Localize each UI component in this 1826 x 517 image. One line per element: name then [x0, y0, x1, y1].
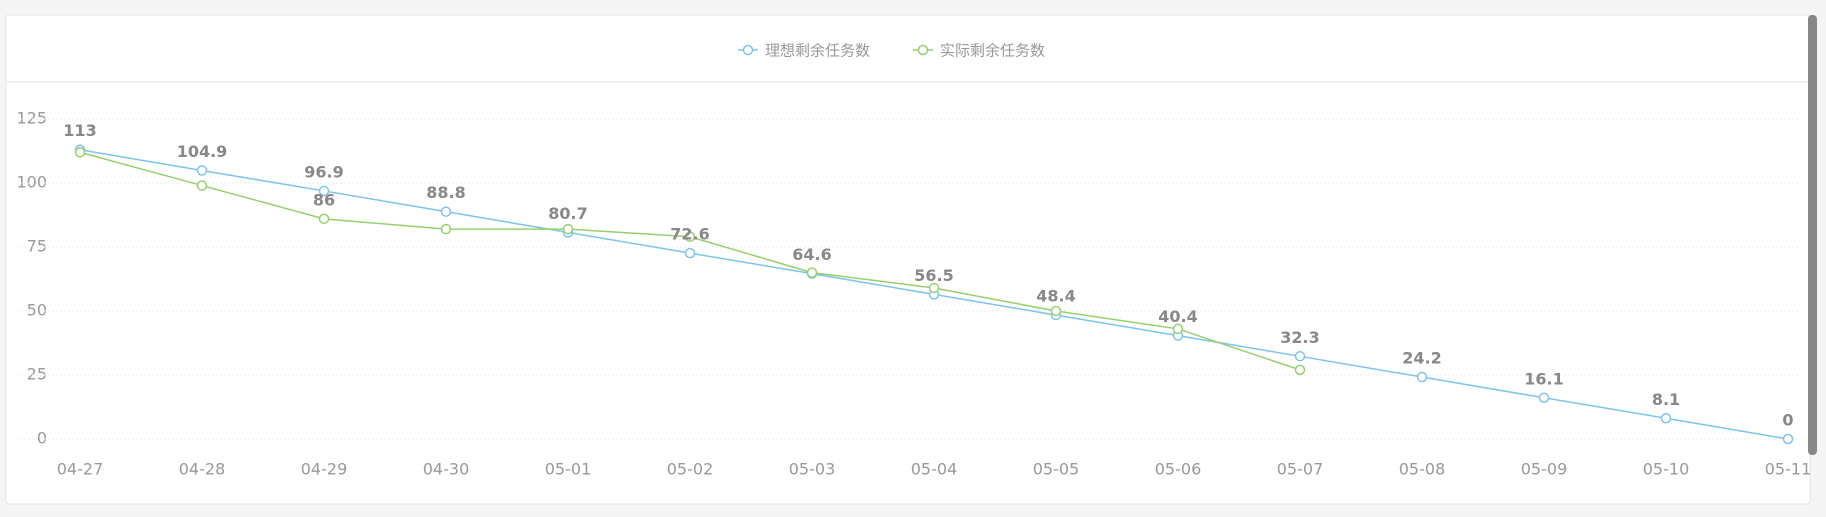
- data-point: [1782, 433, 1794, 445]
- y-tick-label: 100: [16, 173, 47, 192]
- data-label: 48.4: [1036, 287, 1075, 306]
- y-tick-label: 50: [27, 301, 47, 320]
- data-point: [684, 247, 696, 259]
- data-point: [684, 231, 696, 243]
- data-label: 72.6: [670, 225, 709, 244]
- data-label: 88.8: [426, 183, 465, 202]
- x-tick-label: 05-11: [1765, 460, 1812, 479]
- x-tick-label: 05-07: [1277, 460, 1324, 479]
- x-tick-label: 05-05: [1033, 460, 1080, 479]
- data-label: 0: [1782, 411, 1793, 430]
- x-tick-label: 05-02: [667, 460, 714, 479]
- x-tick-label: 05-04: [911, 460, 958, 479]
- data-point: [562, 223, 574, 235]
- data-point: [1294, 364, 1306, 376]
- x-tick-label: 04-27: [57, 460, 104, 479]
- data-point: [928, 282, 940, 294]
- x-tick-label: 04-30: [423, 460, 470, 479]
- data-label: 113: [63, 121, 96, 140]
- x-tick-label: 05-03: [789, 460, 836, 479]
- y-tick-label: 125: [16, 109, 47, 128]
- data-point: [196, 165, 208, 176]
- x-tick-label: 05-08: [1399, 460, 1446, 479]
- data-point: [1416, 371, 1428, 383]
- data-label: 104.9: [177, 142, 228, 161]
- data-label: 16.1: [1524, 369, 1563, 388]
- data-point: [1538, 392, 1550, 404]
- data-point: [806, 267, 818, 278]
- y-tick-label: 0: [37, 429, 47, 448]
- data-point: [440, 206, 452, 217]
- data-label: 96.9: [304, 162, 343, 181]
- x-tick-label: 05-01: [545, 460, 592, 479]
- data-point: [318, 185, 330, 197]
- scrollbar[interactable]: [1808, 15, 1817, 455]
- card: [5, 14, 1811, 505]
- data-label: 80.7: [548, 204, 587, 223]
- data-point: [74, 147, 86, 158]
- legend-marker: [742, 44, 754, 56]
- legend-marker: [917, 44, 929, 56]
- x-tick-label: 05-10: [1643, 460, 1690, 479]
- y-tick-label: 75: [27, 237, 47, 256]
- data-label: 56.5: [914, 266, 953, 285]
- data-point: [1294, 351, 1306, 362]
- x-tick-label: 05-09: [1521, 460, 1568, 479]
- data-label: 64.6: [792, 245, 831, 264]
- data-label: 24.2: [1402, 349, 1441, 368]
- data-point: [1050, 305, 1062, 317]
- legend-label: 实际剩余任务数: [940, 42, 1045, 60]
- data-point: [318, 213, 330, 225]
- data-point: [196, 180, 208, 191]
- data-point: [1660, 413, 1672, 424]
- data-point: [440, 223, 452, 235]
- legend-label: 理想剩余任务数: [765, 42, 870, 60]
- data-point: [1172, 323, 1184, 335]
- data-label: 32.3: [1280, 328, 1319, 347]
- data-label: 40.4: [1158, 307, 1197, 326]
- x-tick-label: 04-28: [179, 460, 226, 479]
- data-label: 86: [313, 190, 335, 209]
- data-label: 8.1: [1652, 390, 1680, 409]
- y-tick-label: 25: [27, 365, 47, 384]
- x-tick-label: 04-29: [301, 460, 348, 479]
- x-tick-label: 05-06: [1155, 460, 1202, 479]
